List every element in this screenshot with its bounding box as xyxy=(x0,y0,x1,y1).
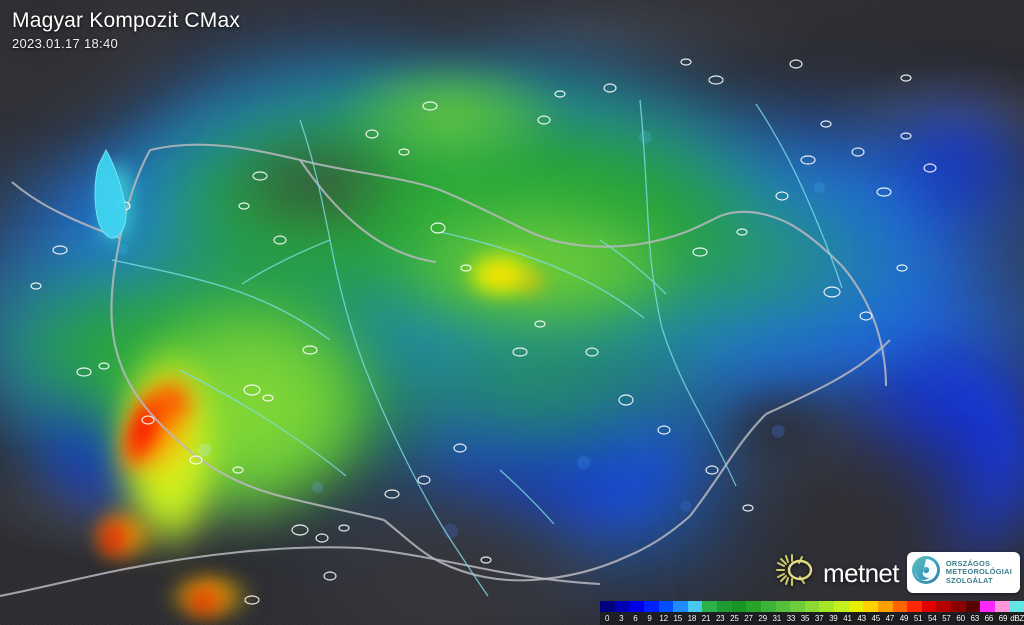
sun-icon xyxy=(775,553,821,592)
colorbar-swatch-26 xyxy=(980,601,995,612)
colorbar-tick-6: 6 xyxy=(633,614,638,623)
colorbar-swatch-0 xyxy=(600,601,615,612)
colorbar-swatch-17 xyxy=(848,601,864,612)
colorbar-tick-51: 51 xyxy=(913,614,923,623)
colorbar-tick-60: 60 xyxy=(956,614,965,623)
omsz-logo-badge[interactable]: ORSZÁGOS METEOROLÓGIAI SZOLGÁLAT xyxy=(906,552,1020,593)
colorbar-tick-43: 43 xyxy=(857,614,866,623)
colorbar-tick-41: 41 xyxy=(843,614,852,623)
spiral-logo-icon xyxy=(911,555,941,590)
colorbar-tick-47: 47 xyxy=(885,614,895,623)
colorbar-swatch-8 xyxy=(717,601,732,612)
colorbar-swatch-12 xyxy=(775,601,791,612)
dbz-colorbar-legend: 0 3 6 9 12 15 18 21 23 25 27 29 31 33 35 37 39 41 43 45 47 49… xyxy=(600,601,1024,625)
colorbar-tick-15: 15 xyxy=(673,614,683,623)
lake-outlines xyxy=(30,58,937,605)
colorbar-tick-29: 29 xyxy=(758,614,767,623)
colorbar-tick-39: 39 xyxy=(829,614,838,623)
colorbar-swatch-25 xyxy=(965,601,981,612)
colorbar-tick-37: 37 xyxy=(814,614,824,623)
colorbar-tick-33: 33 xyxy=(786,614,796,623)
colorbar-strip xyxy=(600,601,1024,612)
colorbar-swatch-15 xyxy=(819,601,834,612)
colorbar-swatch-22 xyxy=(921,601,937,612)
colorbar-tick-63: 63 xyxy=(970,614,979,623)
colorbar-swatch-24 xyxy=(951,601,966,612)
colorbar-swatch-23 xyxy=(936,601,951,612)
colorbar-swatch-2 xyxy=(629,601,644,612)
lake-balaton xyxy=(94,148,127,239)
colorbar-tick-27: 27 xyxy=(744,614,753,623)
colorbar-tick-35: 35 xyxy=(800,614,810,623)
colorbar-swatch-20 xyxy=(892,601,908,612)
colorbar-tick-69: 69 xyxy=(998,614,1008,623)
metnet-wordmark: metnet xyxy=(823,557,899,588)
country-borders xyxy=(0,143,891,598)
colorbar-swatch-4 xyxy=(658,601,674,612)
colorbar-swatch-11 xyxy=(760,601,776,612)
colorbar-swatch-16 xyxy=(834,601,849,612)
colorbar-tick-31: 31 xyxy=(772,614,782,623)
omsz-line-1: ORSZÁGOS xyxy=(945,558,991,568)
colorbar-tick-49: 49 xyxy=(899,614,909,623)
colorbar-tick-18: 18 xyxy=(687,614,697,623)
colorbar-tick-54: 54 xyxy=(928,614,937,623)
colorbar-tick-labels: 0 3 6 9 12 15 18 21 23 25 27 29 31 33 35 37 39 41 43 45 47 49… xyxy=(600,612,1024,625)
colorbar-tick-9: 9 xyxy=(647,614,652,623)
colorbar-swatch-13 xyxy=(790,601,805,612)
rivers xyxy=(111,99,843,597)
colorbar-tick-23: 23 xyxy=(715,614,725,623)
omsz-wordmark: ORSZÁGOS METEOROLÓGIAI SZOLGÁLAT xyxy=(945,558,1012,586)
colorbar-tick-dBZ: dBZ xyxy=(1010,614,1024,623)
colorbar-swatch-19 xyxy=(877,601,893,612)
colorbar-swatch-21 xyxy=(907,601,922,612)
omsz-line-2: METEOROLÓGIAI xyxy=(945,567,1012,577)
colorbar-tick-12: 12 xyxy=(659,614,668,623)
omsz-line-3: SZOLGÁLAT xyxy=(945,575,993,585)
colorbar-swatch-3 xyxy=(643,601,659,612)
colorbar-swatch-14 xyxy=(804,601,820,612)
header-block: Magyar Kompozit CMax 2023.01.17 18:40 xyxy=(12,8,240,53)
colorbar-swatch-10 xyxy=(746,601,761,612)
colorbar-swatch-5 xyxy=(673,601,688,612)
colorbar-swatch-9 xyxy=(731,601,747,612)
colorbar-swatch-27 xyxy=(994,601,1010,612)
metnet-logo[interactable]: metnet xyxy=(775,553,900,592)
colorbar-swatch-18 xyxy=(863,601,878,612)
colorbar-swatch-7 xyxy=(702,601,717,612)
colorbar-tick-0: 0 xyxy=(604,614,610,623)
page-title: Magyar Kompozit CMax xyxy=(12,9,241,32)
colorbar-tick-25: 25 xyxy=(730,614,739,623)
colorbar-tick-57: 57 xyxy=(942,614,951,623)
colorbar-tick-45: 45 xyxy=(871,614,880,623)
colorbar-swatch-6 xyxy=(687,601,703,612)
colorbar-tick-21: 21 xyxy=(701,614,711,623)
colorbar-tick-66: 66 xyxy=(984,614,994,623)
logo-group: metnet ORSZÁGOS xyxy=(775,552,1020,593)
colorbar-tick-3: 3 xyxy=(619,614,624,623)
timestamp-label: 2023.01.17 18:40 xyxy=(12,36,119,51)
colorbar-swatch-28 xyxy=(1009,601,1024,612)
colorbar-swatch-1 xyxy=(614,601,630,612)
